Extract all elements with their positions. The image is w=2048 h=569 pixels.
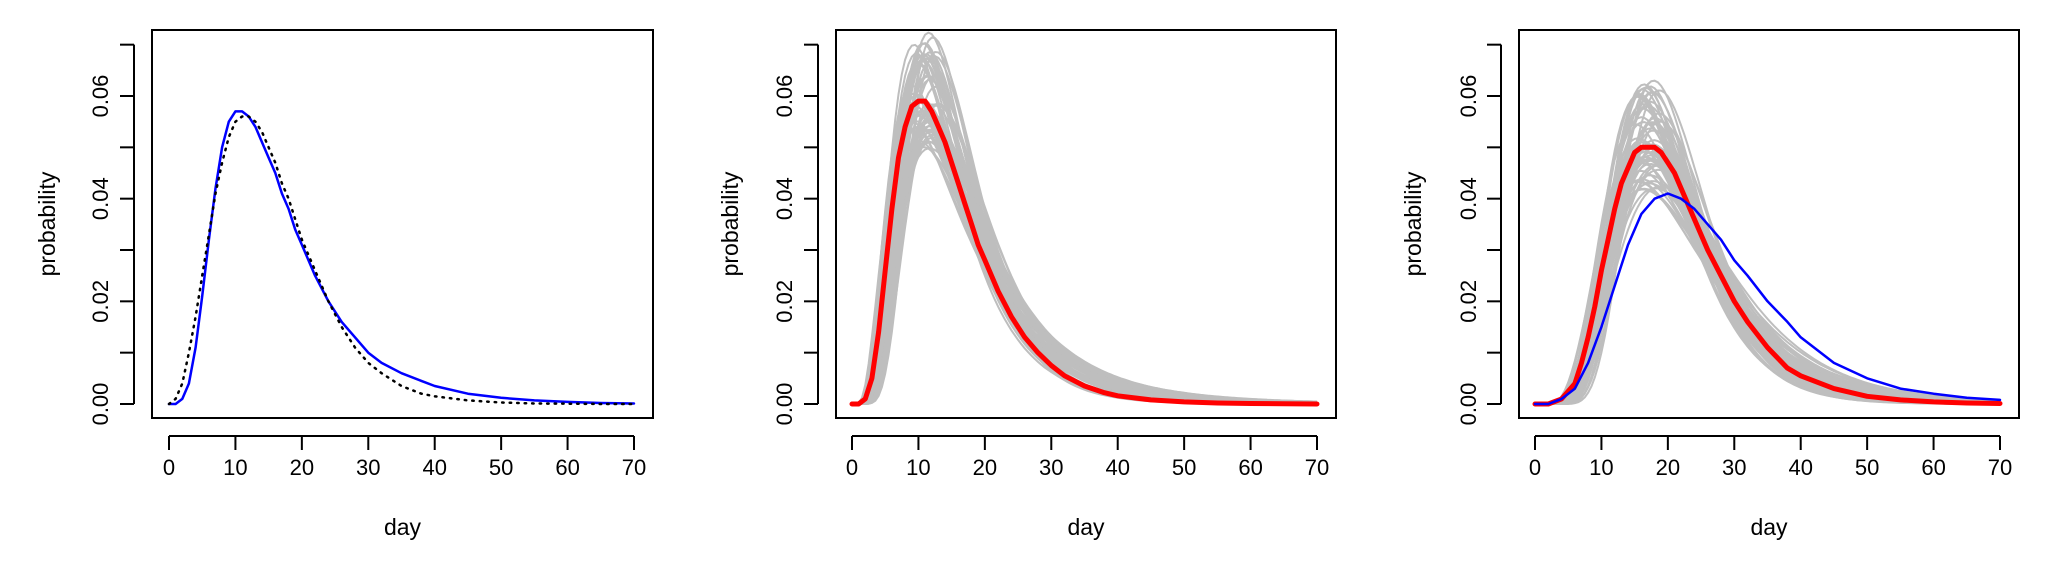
y-tick-label: 0.06	[88, 75, 113, 118]
x-tick-label: 10	[223, 455, 247, 480]
plot-frame	[151, 29, 654, 419]
x-tick-label: 50	[1172, 455, 1196, 480]
x-tick-label: 20	[973, 455, 997, 480]
y-tick-label: 0.06	[772, 75, 797, 118]
y-tick-label: 0.04	[88, 177, 113, 220]
ensemble-curve	[852, 52, 1317, 405]
y-axis-title: probability	[717, 171, 743, 276]
x-axis-title: day	[384, 514, 422, 540]
x-tick-label: 30	[1039, 455, 1063, 480]
dotted-series-line	[167, 115, 636, 406]
ensemble-curve	[852, 109, 1318, 405]
x-tick-label: 40	[1105, 455, 1129, 480]
chart-panel-middle: 0 10 20 30 40 50 60 70 day 0.00 0.02 0.04 0.06 probab…	[717, 29, 1337, 540]
y-axis: 0.00 0.02 0.04 0.06 probability	[717, 43, 819, 426]
y-axis: 0.00 0.02 0.04 0.06 probability	[1400, 43, 1502, 426]
y-tick-label: 0.02	[772, 280, 797, 323]
plot-area	[849, 31, 1320, 407]
x-tick-label: 60	[1238, 455, 1262, 480]
y-tick-label: 0.04	[772, 177, 797, 220]
ensemble-curve	[852, 110, 1318, 405]
y-axis-title: probability	[1400, 171, 1426, 276]
x-tick-label: 70	[1988, 455, 2012, 480]
ensemble-curve	[852, 50, 1317, 405]
chart-panel-right: 0 10 20 30 40 50 60 70 day 0.00 0.02 0.04 0.06 probab…	[1400, 29, 2020, 540]
x-tick-label: 10	[1589, 455, 1613, 480]
blue-series-line	[1533, 192, 2002, 406]
plot-area	[1532, 79, 2003, 407]
ensemble-curves	[1535, 79, 2001, 405]
plot-area	[167, 110, 636, 406]
x-tick-label: 30	[356, 455, 380, 480]
x-tick-label: 70	[1305, 455, 1329, 480]
x-axis-title: day	[1067, 514, 1105, 540]
y-tick-label: 0.00	[1456, 383, 1481, 426]
x-tick-label: 10	[906, 455, 930, 480]
x-tick-label: 40	[422, 455, 446, 480]
x-tick-label: 0	[163, 455, 175, 480]
x-tick-label: 50	[489, 455, 513, 480]
ensemble-curve	[852, 54, 1318, 405]
x-tick-label: 40	[1788, 455, 1812, 480]
red-series-line	[849, 98, 1320, 407]
red-series-line	[1532, 144, 2003, 407]
y-axis: 0.00 0.02 0.04 0.06 probability	[34, 43, 135, 426]
x-tick-label: 60	[1921, 455, 1945, 480]
y-tick-label: 0.00	[88, 383, 113, 426]
ensemble-curve	[852, 53, 1317, 405]
y-tick-label: 0.02	[1456, 280, 1481, 323]
y-tick-label: 0.02	[88, 280, 113, 323]
x-tick-label: 0	[1529, 455, 1541, 480]
x-tick-label: 60	[555, 455, 579, 480]
ensemble-curves	[852, 31, 1318, 405]
plot-frame	[835, 29, 1337, 419]
plot-frame	[1518, 29, 2020, 419]
x-axis: 0 10 20 30 40 50 60 70 day	[1529, 435, 2012, 540]
y-tick-label: 0.04	[1456, 177, 1481, 220]
x-tick-label: 20	[290, 455, 314, 480]
x-axis-title: day	[1750, 514, 1788, 540]
ensemble-curve	[1535, 168, 2001, 405]
x-axis: 0 10 20 30 40 50 60 70 day	[163, 435, 646, 540]
y-axis-title: probability	[34, 171, 60, 276]
x-tick-label: 30	[1722, 455, 1746, 480]
blue-series-line	[167, 110, 636, 406]
y-tick-label: 0.00	[772, 383, 797, 426]
x-tick-label: 50	[1855, 455, 1879, 480]
ensemble-curve	[1535, 182, 2001, 405]
ensemble-curve	[852, 120, 1317, 405]
ensemble-curve	[852, 54, 1317, 405]
x-axis: 0 10 20 30 40 50 60 70 day	[846, 435, 1329, 540]
x-tick-label: 70	[622, 455, 646, 480]
chart-panel-left: 0 10 20 30 40 50 60 70 day 0.00 0.02 0.04 0.06 probab…	[34, 29, 654, 540]
ensemble-curve	[852, 51, 1317, 405]
ensemble-curve	[852, 110, 1318, 405]
x-tick-label: 20	[1656, 455, 1680, 480]
x-tick-label: 0	[846, 455, 858, 480]
y-tick-label: 0.06	[1456, 75, 1481, 118]
